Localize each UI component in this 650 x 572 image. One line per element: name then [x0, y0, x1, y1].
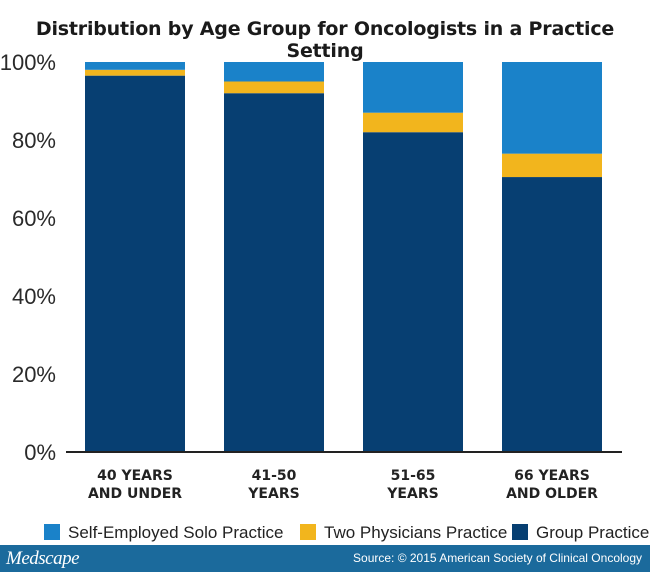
bars [85, 62, 602, 453]
y-tick-label: 80% [12, 128, 56, 153]
legend-item: Two Physicians Practice [300, 523, 507, 542]
bar-segment [502, 153, 602, 178]
stacked-bar-chart: 0% 20% 40% 60% 80% 100% 40 YEARS AND UNDER 41-5… [0, 50, 649, 542]
y-tick-label: 60% [12, 206, 56, 231]
bar-segment [502, 62, 602, 154]
medscape-logo: Medscape [6, 548, 80, 569]
legend-label: Self-Employed Solo Practice [68, 523, 283, 542]
bar-segment [224, 81, 324, 94]
x-axis: 40 YEARS AND UNDER 41-50 YEARS 51-65 YEARS 66 … [66, 451, 622, 502]
footer-bar: Medscape Source: © 2015 American Society… [0, 545, 650, 572]
legend-swatch [512, 524, 528, 540]
bar-segment [363, 112, 463, 133]
legend-label: Two Physicians Practice [324, 523, 507, 542]
bar-segment [363, 62, 463, 113]
bar-segment [224, 93, 324, 452]
y-tick-label: 20% [12, 362, 56, 387]
x-tick-label: 40 YEARS AND UNDER [88, 468, 182, 502]
bar-segment [85, 62, 185, 70]
y-tick-label: 40% [12, 284, 56, 309]
legend-item: Self-Employed Solo Practice [44, 523, 283, 542]
bar-segment [85, 75, 185, 453]
legend-swatch [300, 524, 316, 540]
x-tick-label: 66 YEARS AND OLDER [506, 468, 598, 502]
legend-swatch [44, 524, 60, 540]
bar-segment [363, 132, 463, 452]
chart-title: Distribution by Age Group for Oncologist… [35, 18, 615, 62]
y-tick-label: 0% [24, 440, 56, 465]
legend-item: Group Practice [512, 523, 649, 542]
x-tick-label: 41-50 YEARS [247, 468, 299, 502]
bar-segment [85, 69, 185, 76]
y-axis: 0% 20% 40% 60% 80% 100% [0, 50, 56, 465]
legend: Self-Employed Solo Practice Two Physician… [44, 523, 649, 542]
bar-segment [224, 62, 324, 82]
bar-segment [502, 177, 602, 453]
x-tick-label: 51-65 YEARS [386, 468, 438, 502]
source-note: Source: © 2015 American Society of Clini… [353, 551, 642, 565]
legend-label: Group Practice [536, 523, 649, 542]
y-tick-label: 100% [0, 50, 56, 75]
